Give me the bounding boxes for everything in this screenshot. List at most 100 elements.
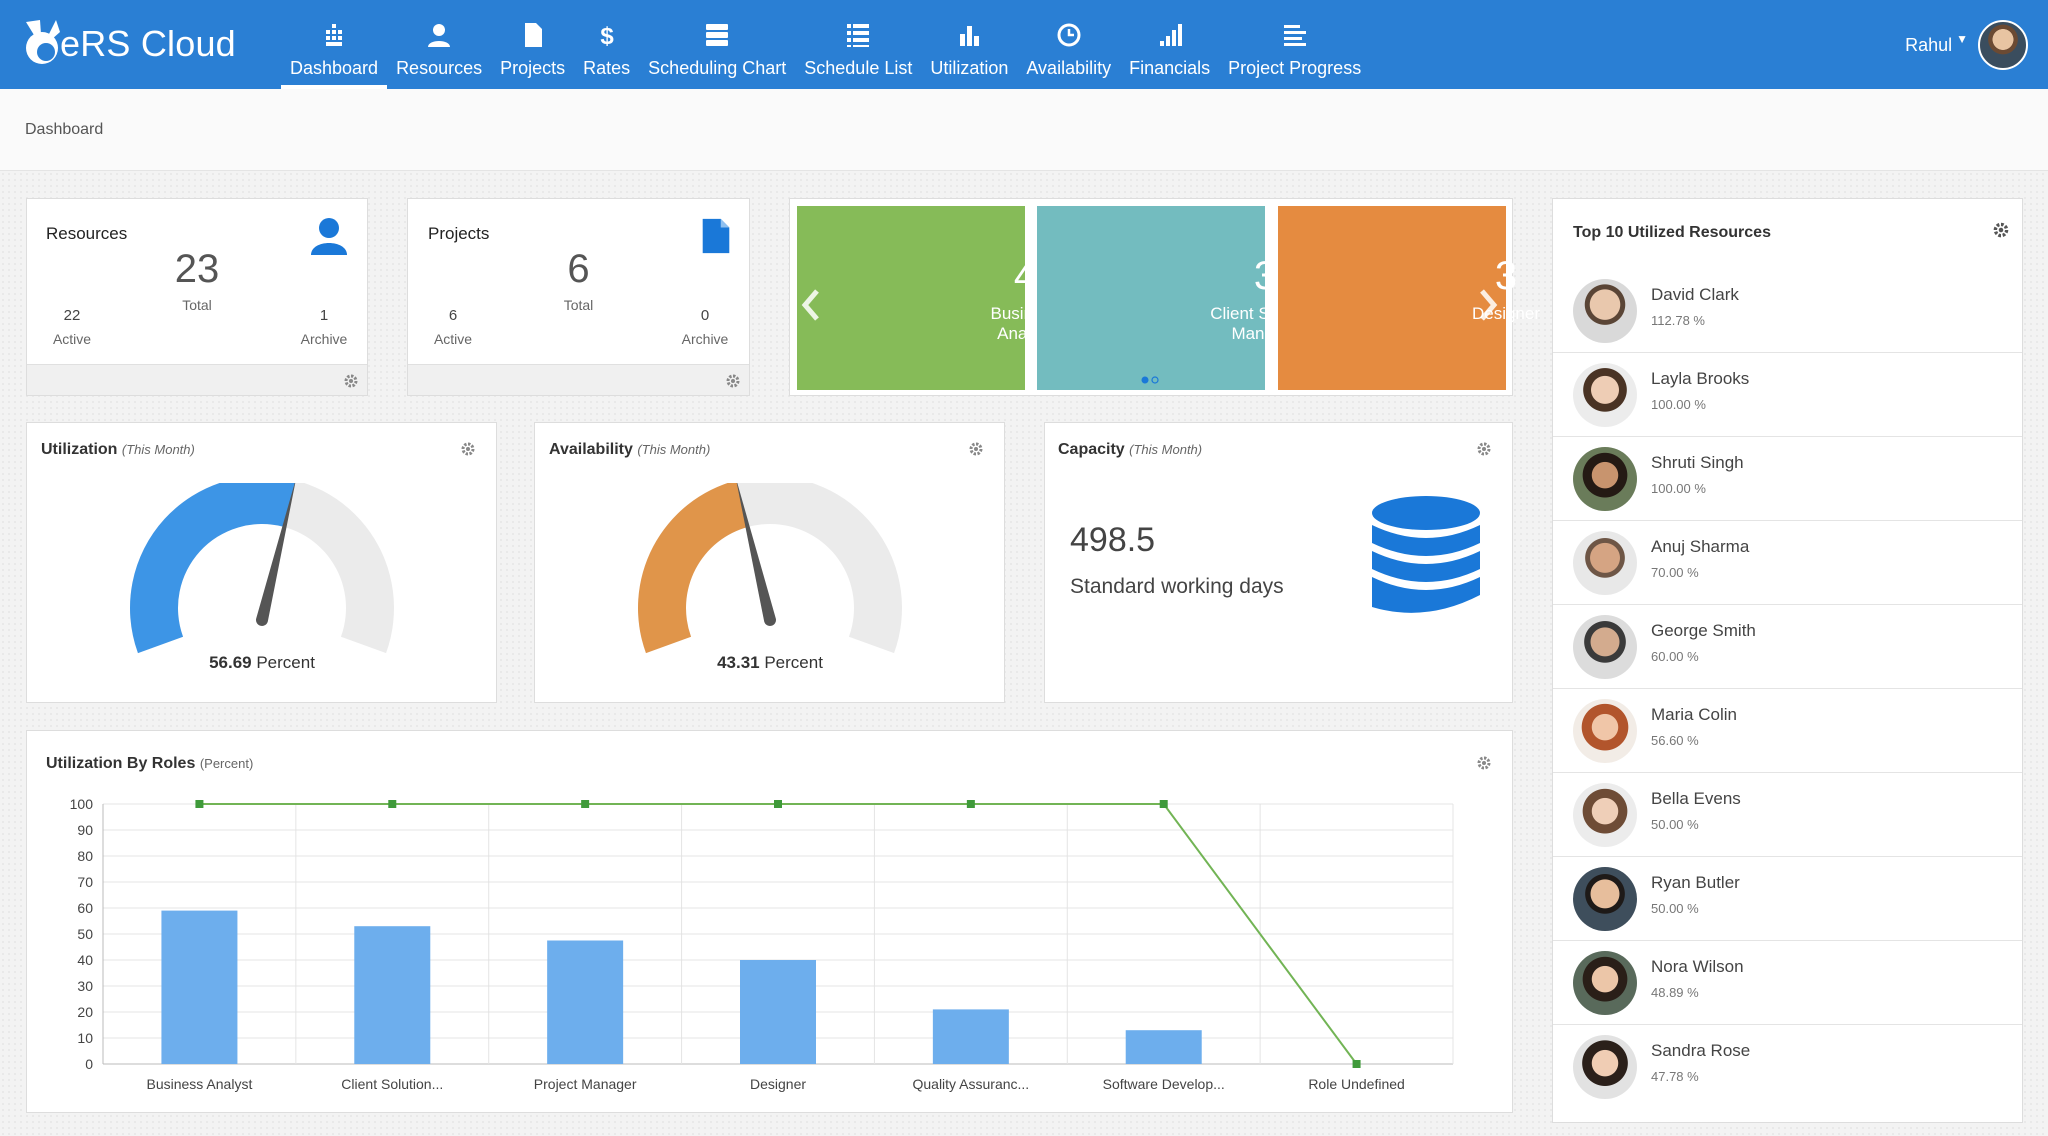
role-tile-client-solution-manager[interactable]: 3 Client Solution Manager [1037, 206, 1320, 390]
avatar [1573, 783, 1637, 847]
list-item[interactable]: David Clark 112.78 % [1553, 269, 2022, 353]
person-icon [428, 24, 451, 47]
utilization-value-label: 56.69 Percent [27, 653, 497, 673]
resources-total-label: Total [182, 297, 212, 313]
line-point [1352, 1060, 1361, 1068]
nav-label: Project Progress [1228, 58, 1362, 78]
database-icon [1372, 496, 1480, 613]
nav-dashboard[interactable]: Dashboard [281, 0, 388, 89]
bar [932, 1009, 1009, 1064]
gear-icon[interactable] [968, 441, 984, 457]
nav-schedule-list[interactable]: Schedule List [795, 0, 921, 89]
availability-title: Availability [549, 441, 633, 458]
gear-icon[interactable] [725, 373, 741, 389]
resource-name: David Clark [1651, 285, 1739, 304]
list-item[interactable]: Nora Wilson 48.89 % [1553, 941, 2022, 1025]
list-item[interactable]: Maria Colin 56.60 % [1553, 689, 2022, 773]
line-point [581, 800, 590, 808]
nav-label: Resources [396, 58, 483, 78]
resource-utilization: 112.78 % [1651, 313, 1705, 328]
nav-rates[interactable]: $ Rates [574, 0, 639, 89]
avatar [1573, 867, 1637, 931]
nav-project-progress[interactable]: Project Progress [1219, 0, 1370, 89]
y-tick-label: 90 [77, 822, 93, 838]
resource-name: Shruti Singh [1651, 453, 1744, 472]
nav-label: Dashboard [290, 58, 379, 78]
breadcrumb-bar: Dashboard [0, 89, 2048, 171]
avatar [1573, 1035, 1637, 1099]
list-item[interactable]: Sandra Rose 47.78 % [1553, 1025, 2022, 1109]
role-tile-designer[interactable]: 3 Designer [1278, 206, 1540, 390]
nav-utilization[interactable]: Utilization [921, 0, 1017, 89]
avatar[interactable] [1978, 20, 2028, 70]
card-title: Utilization By Roles (Percent) [46, 755, 253, 773]
list-item[interactable]: Anuj Sharma 70.00 % [1553, 521, 2022, 605]
card-title: Top 10 Utilized Resources [1573, 224, 1771, 241]
nav-label: Schedule List [804, 58, 913, 78]
card-title: Resources [46, 224, 128, 243]
line-point [774, 800, 782, 808]
x-tick-label: Quality Assuranc... [912, 1076, 1029, 1092]
line-point [388, 800, 397, 808]
list-item[interactable]: Ryan Butler 50.00 % [1553, 857, 2022, 941]
x-tick-label: Business Analyst [147, 1076, 253, 1092]
projects-active-label: Active [433, 331, 473, 347]
user-menu[interactable]: Rahul ▼ [1905, 20, 2028, 70]
nav-financials[interactable]: Financials [1120, 0, 1219, 89]
avatar [1573, 531, 1637, 595]
resource-utilization: 70.00 % [1651, 565, 1699, 580]
chevron-right-icon[interactable] [1478, 288, 1498, 322]
nav-label: Financials [1129, 58, 1211, 78]
nav-availability[interactable]: Availability [1017, 0, 1120, 89]
resource-utilization: 100.00 % [1651, 397, 1706, 412]
list-item[interactable]: Shruti Singh 100.00 % [1553, 437, 2022, 521]
breadcrumb: Dashboard [25, 121, 104, 138]
projects-archive-count: 0 [700, 307, 710, 324]
line-point [1159, 800, 1168, 808]
bar [161, 910, 238, 1064]
line-point [966, 800, 975, 808]
projects-total: 6 [567, 247, 590, 291]
avatar [1573, 951, 1637, 1015]
nav-resources[interactable]: Resources [387, 0, 491, 89]
bar-chart-icon [960, 26, 980, 46]
nav-label: Rates [583, 58, 631, 78]
resource-name: Sandra Rose [1651, 1041, 1751, 1060]
gear-icon[interactable] [1476, 441, 1492, 457]
card-title: Utilization (This Month) [41, 441, 195, 459]
nav-scheduling-chart[interactable]: Scheduling Chart [639, 0, 795, 89]
utilization-value: 56.69 [209, 653, 252, 672]
gear-icon[interactable] [1476, 755, 1492, 771]
y-tick-label: 20 [77, 1004, 93, 1020]
projects-total-label: Total [563, 297, 594, 313]
card-title: Projects [428, 224, 490, 243]
avatar [1573, 699, 1637, 763]
gauge-needle [256, 483, 296, 626]
carousel-dots[interactable] [1141, 376, 1161, 384]
list-item[interactable]: Layla Brooks 100.00 % [1553, 353, 2022, 437]
chevron-left-icon[interactable] [801, 288, 821, 322]
chart-title: Utilization By Roles [46, 755, 196, 772]
list-item[interactable]: George Smith 60.00 % [1553, 605, 2022, 689]
main-nav: Dashboard Resources Projects $ Rates Sch… [281, 0, 1370, 89]
resource-list: David Clark 112.78 % Layla Brooks 100.00 %… [1553, 269, 2022, 1109]
app-logo[interactable]: eRS Cloud [20, 14, 236, 74]
utilization-unit: Percent [256, 653, 315, 672]
y-tick-label: 70 [77, 874, 93, 890]
list-item[interactable]: Bella Evens 50.00 % [1553, 773, 2022, 857]
utilization-card: Utilization (This Month) 56.69 Percent [26, 422, 497, 703]
capacity-title: Capacity [1058, 441, 1125, 458]
dollar-icon: $ [600, 23, 614, 48]
gear-icon[interactable] [343, 373, 359, 389]
server-icon [706, 24, 729, 46]
top-resources-card: Top 10 Utilized Resources David Clark 112… [1552, 198, 2023, 1123]
nav-projects[interactable]: Projects [491, 0, 574, 89]
bar [547, 940, 624, 1064]
role-tile-business-analyst[interactable]: 4 Business Analyst [797, 206, 1059, 390]
projects-archive-label: Archive [681, 331, 729, 347]
align-icon [1283, 25, 1306, 46]
caret-down-icon: ▼ [1956, 32, 1968, 46]
gear-icon[interactable] [460, 441, 476, 457]
gear-icon[interactable] [1992, 221, 2010, 239]
avatar [1573, 615, 1637, 679]
